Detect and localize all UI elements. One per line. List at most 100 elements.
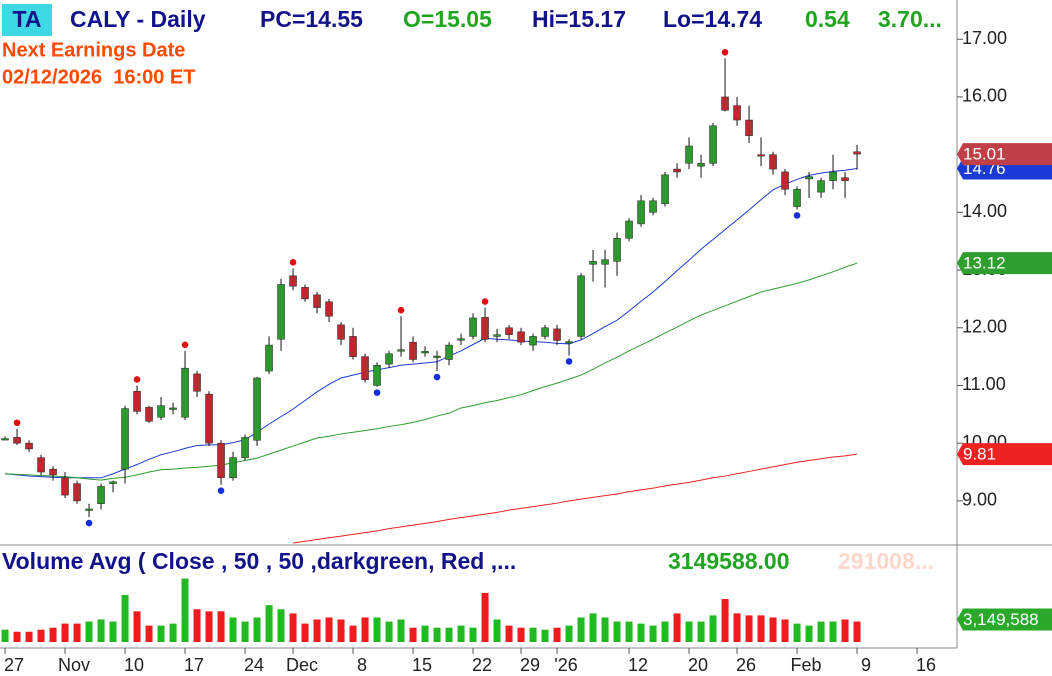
volume-bar — [133, 611, 141, 642]
candle-body — [433, 355, 441, 358]
volume-bar — [673, 613, 681, 642]
prev-close: PC=14.55 — [260, 6, 363, 32]
moving-average — [4, 168, 858, 479]
change-pct: 3.70... — [878, 6, 942, 32]
volume-bar — [565, 625, 573, 642]
candle-body — [409, 341, 417, 360]
candle-body — [565, 341, 573, 344]
y-tick-label: 17.00 — [962, 28, 1007, 48]
volume-bar — [481, 592, 489, 642]
candle-body — [517, 331, 525, 343]
x-tick-label: 9 — [861, 655, 871, 675]
candle-body — [361, 356, 369, 380]
candle-body — [181, 367, 189, 418]
volume-bar — [277, 609, 285, 642]
candle-body — [97, 486, 105, 505]
candle-body — [445, 344, 453, 360]
volume-bar — [625, 621, 633, 642]
candle-body — [229, 457, 237, 479]
x-tick-label: Dec — [286, 655, 318, 675]
candle-body — [505, 327, 513, 335]
candle-body — [841, 177, 849, 181]
volume-axis-box — [957, 608, 1052, 631]
candle-body — [697, 163, 705, 167]
candle-body — [757, 154, 765, 157]
candle-body — [745, 119, 753, 136]
x-tick-label: 26 — [736, 655, 756, 675]
volume-bar — [493, 619, 501, 642]
candle-body — [613, 238, 621, 262]
candle-body — [265, 344, 273, 372]
volume-bar — [613, 621, 621, 642]
candle-body — [73, 483, 81, 502]
swing-low-dot — [217, 487, 225, 495]
volume-bar — [361, 617, 369, 642]
change: 0.54 — [805, 6, 850, 32]
candle-body — [253, 377, 261, 441]
volume-bar — [637, 623, 645, 642]
candle-body — [529, 336, 537, 346]
badge-box — [2, 4, 52, 36]
x-tick-label: 20 — [688, 655, 708, 675]
volume-bar — [193, 609, 201, 642]
price-axis-box-label: 13.12 — [963, 254, 1006, 273]
volume-bar — [109, 621, 117, 642]
moving-average — [5, 262, 858, 481]
volume-bar — [61, 623, 69, 642]
candle-body — [121, 408, 129, 470]
swing-high-dot — [13, 419, 21, 427]
candle-body — [769, 154, 777, 170]
volume-bar — [817, 621, 825, 642]
volume-bar — [721, 599, 729, 642]
candle-body — [397, 349, 405, 352]
swing-high-dot — [721, 48, 729, 56]
candle-body — [277, 284, 285, 340]
candle-body — [325, 301, 333, 317]
candle-body — [289, 275, 297, 287]
volume-bar — [217, 611, 225, 642]
volume-title: Volume Avg ( Close , 50 , 50 ,darkgreen,… — [2, 548, 516, 574]
candle-body — [601, 259, 609, 265]
candle-body — [661, 174, 669, 204]
volume-bar — [517, 627, 525, 642]
volume-bar — [841, 619, 849, 642]
candle-body — [385, 353, 393, 365]
candle-body — [709, 125, 717, 164]
candle-body — [373, 365, 381, 386]
y-tick-label: 11.00 — [962, 374, 1006, 394]
candle-body — [721, 96, 729, 111]
volume-bar — [337, 619, 345, 642]
swing-high-dot — [133, 376, 141, 383]
x-tick-label: 24 — [244, 655, 264, 675]
x-tick-label: 22 — [472, 655, 492, 675]
candle-body — [1, 438, 9, 441]
volume-bar — [769, 617, 777, 642]
candle-body — [49, 468, 57, 476]
price-axis-box — [957, 252, 1052, 275]
candle-body — [169, 407, 177, 410]
price-axis-box — [957, 143, 1052, 166]
candle-body — [313, 294, 321, 308]
volume-bar — [205, 611, 213, 642]
low: Lo=14.74 — [663, 6, 762, 32]
volume-bar — [697, 621, 705, 642]
y-tick-label: 9.00 — [962, 490, 997, 510]
candle-body — [205, 393, 213, 444]
y-tick-label: 16.00 — [962, 86, 1007, 106]
volume-bar — [757, 615, 765, 642]
candle-body — [145, 407, 153, 422]
volume-bar — [829, 621, 837, 642]
candle-body — [217, 442, 225, 479]
volume-bar — [73, 623, 81, 642]
volume-bar — [229, 617, 237, 642]
volume-bar — [289, 613, 297, 642]
x-tick-label: 15 — [412, 655, 432, 675]
volume-bar — [733, 613, 741, 642]
candle-body — [685, 145, 693, 164]
volume-bar — [1, 629, 9, 642]
volume-bar — [553, 627, 561, 642]
volume-bar — [421, 625, 429, 642]
volume-bar — [301, 623, 309, 642]
